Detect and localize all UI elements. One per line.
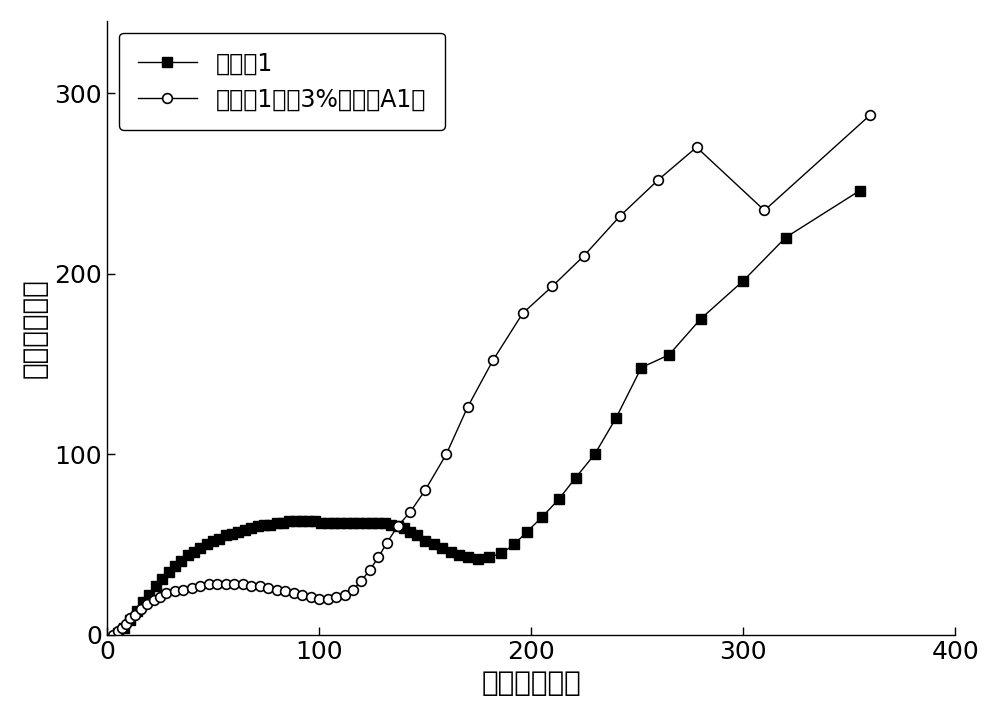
对比例1 — [353, 518, 365, 527]
Legend: 对比例1, 实施例1（含3%添加剂A1）: 对比例1, 实施例1（含3%添加剂A1） — [119, 32, 445, 130]
对比例1 — [536, 513, 548, 522]
对比例1 — [213, 535, 225, 544]
对比例1 — [112, 629, 124, 638]
Line: 对比例1: 对比例1 — [113, 186, 865, 638]
Line: 实施例1（含3%添加剂A1）: 实施例1（含3%添加剂A1） — [109, 110, 875, 640]
实施例1（含3%添加剂A1） — [203, 580, 215, 589]
实施例1（含3%添加剂A1） — [864, 111, 876, 119]
对比例1 — [521, 528, 533, 536]
对比例1 — [226, 529, 238, 538]
实施例1（含3%添加剂A1） — [355, 577, 367, 585]
实施例1（含3%添加剂A1） — [211, 580, 223, 589]
实施例1（含3%添加剂A1） — [758, 206, 770, 215]
对比例1 — [245, 524, 257, 533]
对比例1 — [854, 186, 866, 195]
实施例1（含3%添加剂A1） — [381, 538, 393, 547]
实施例1（含3%添加剂A1） — [169, 587, 181, 596]
实施例1（含3%添加剂A1） — [107, 630, 119, 639]
Y-axis label: 虚轴（欧姆）: 虚轴（欧姆） — [21, 278, 49, 378]
X-axis label: 实轴（欧姆）: 实轴（欧姆） — [481, 669, 581, 697]
